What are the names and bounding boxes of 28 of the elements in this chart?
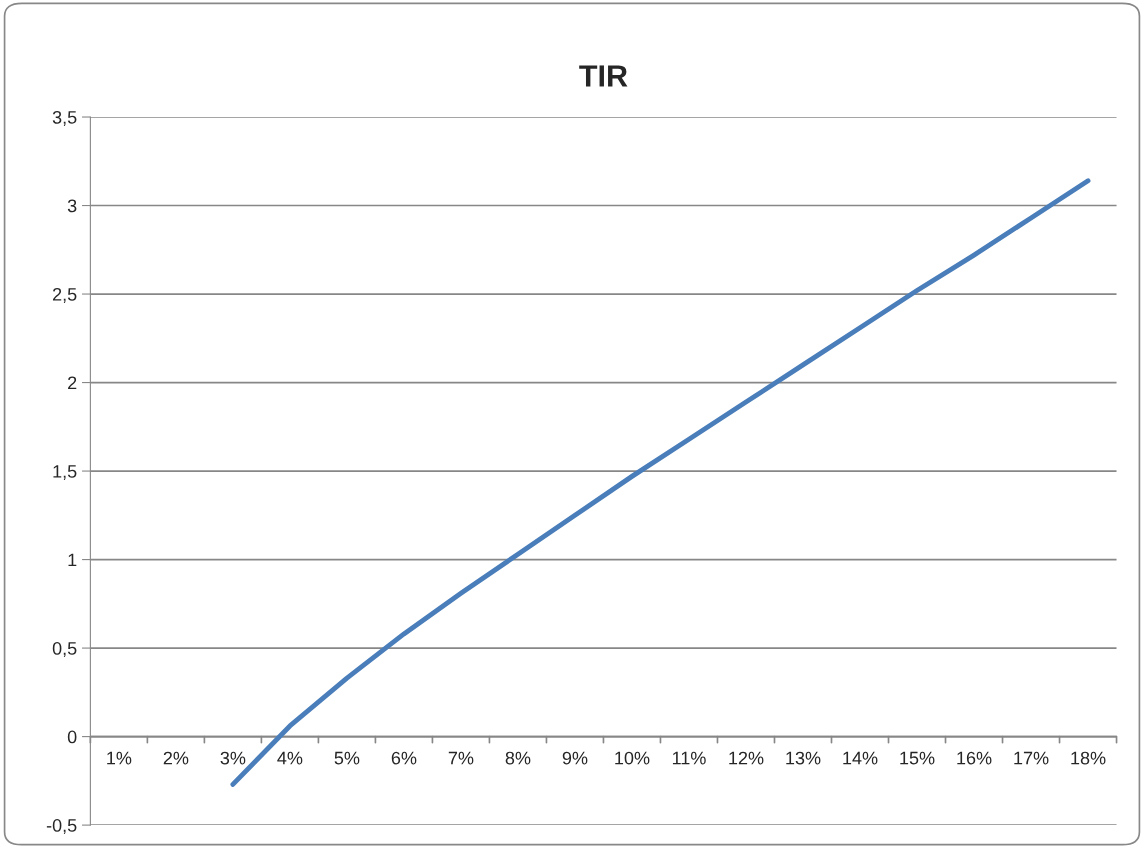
x-tick-label: 18% bbox=[1071, 751, 1106, 765]
x-tick-label: 3% bbox=[220, 751, 246, 765]
y-tick-label: 0 bbox=[67, 730, 77, 744]
y-tick-label: 3,5 bbox=[52, 110, 77, 126]
x-tick-label: 13% bbox=[786, 751, 821, 765]
y-tick-label: -0,5 bbox=[46, 819, 77, 834]
x-tick-label: 4% bbox=[277, 751, 303, 765]
x-tick-label: 17% bbox=[1014, 751, 1049, 765]
x-tick-label: 14% bbox=[843, 751, 878, 765]
x-tick-label: 11% bbox=[672, 751, 706, 765]
x-tick-label: 7% bbox=[448, 751, 474, 765]
x-tick-label: 12% bbox=[729, 751, 764, 765]
y-tick-label: 2 bbox=[68, 376, 77, 390]
y-tick-label: 1 bbox=[68, 553, 77, 567]
x-tick-label: 9% bbox=[562, 751, 588, 765]
x-tick-label: 6% bbox=[391, 751, 417, 765]
x-tick-label: 5% bbox=[334, 751, 360, 765]
x-tick-label: 2% bbox=[163, 751, 189, 765]
chart-title: TIR bbox=[579, 65, 628, 87]
x-tick-label: 16% bbox=[957, 751, 992, 765]
y-tick-label: 1,5 bbox=[53, 465, 77, 480]
y-tick-label: 0,5 bbox=[52, 642, 77, 657]
x-tick-label: 10% bbox=[615, 751, 650, 765]
x-tick-label: 15% bbox=[900, 751, 935, 765]
y-tick-label: 3 bbox=[67, 199, 77, 213]
y-tick-label: 2,5 bbox=[52, 287, 77, 303]
x-tick-label: 8% bbox=[505, 751, 531, 765]
x-tick-label: 1% bbox=[107, 751, 132, 765]
